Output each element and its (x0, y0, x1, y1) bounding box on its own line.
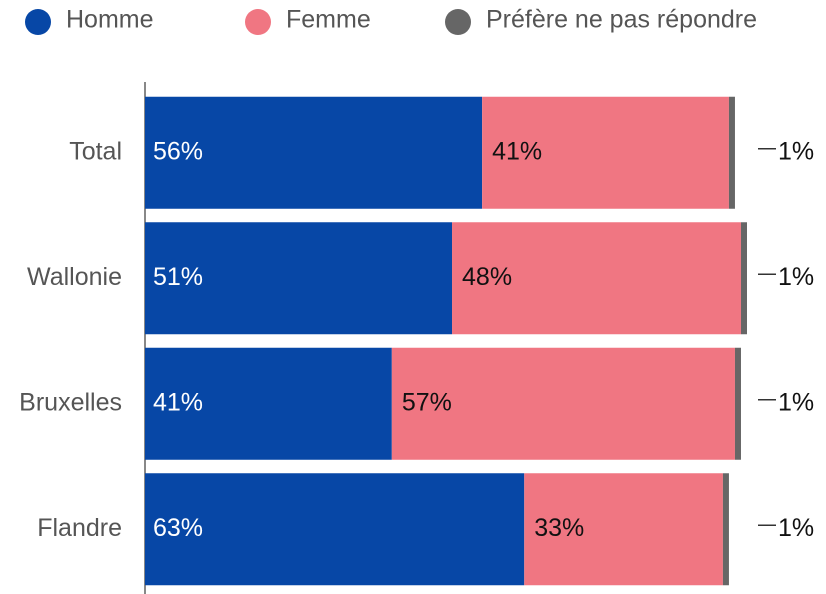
bar-segment (145, 222, 453, 335)
y-tick-label: Wallonie (27, 263, 122, 291)
bar-segment (722, 473, 729, 586)
bar-value-label: 33% (534, 514, 584, 542)
bar-value-label: 41% (492, 137, 542, 165)
bar-segment (482, 96, 729, 209)
bar-segment (145, 347, 392, 460)
legend-swatch (245, 9, 271, 35)
y-tick-label: Flandre (37, 514, 122, 542)
bar-value-label: 48% (462, 263, 512, 291)
legend-label: Femme (286, 6, 371, 34)
bar-segment (728, 96, 735, 209)
legend-label: Préfère ne pas répondre (486, 6, 757, 34)
y-tick-label: Total (69, 137, 122, 165)
bar-value-label: 56% (153, 137, 203, 165)
bar-segment (145, 96, 483, 209)
bar-value-label: 1% (778, 388, 814, 416)
legend-label: Homme (66, 6, 154, 34)
bar-value-label: 57% (402, 388, 452, 416)
bar-segment (740, 222, 747, 335)
bar-segment (452, 222, 741, 335)
bar-segment (391, 347, 735, 460)
bar-value-label: 1% (778, 137, 814, 165)
legend-swatch (25, 9, 51, 35)
bar-value-label: 1% (778, 263, 814, 291)
legend-swatch (445, 9, 471, 35)
bar-segment (734, 347, 741, 460)
bar-segment (524, 473, 723, 586)
bar-value-label: 1% (778, 514, 814, 542)
bar-value-label: 51% (153, 263, 203, 291)
bar-segment (145, 473, 525, 586)
y-tick-label: Bruxelles (19, 388, 122, 416)
bar-value-label: 41% (153, 388, 203, 416)
bar-value-label: 63% (153, 514, 203, 542)
